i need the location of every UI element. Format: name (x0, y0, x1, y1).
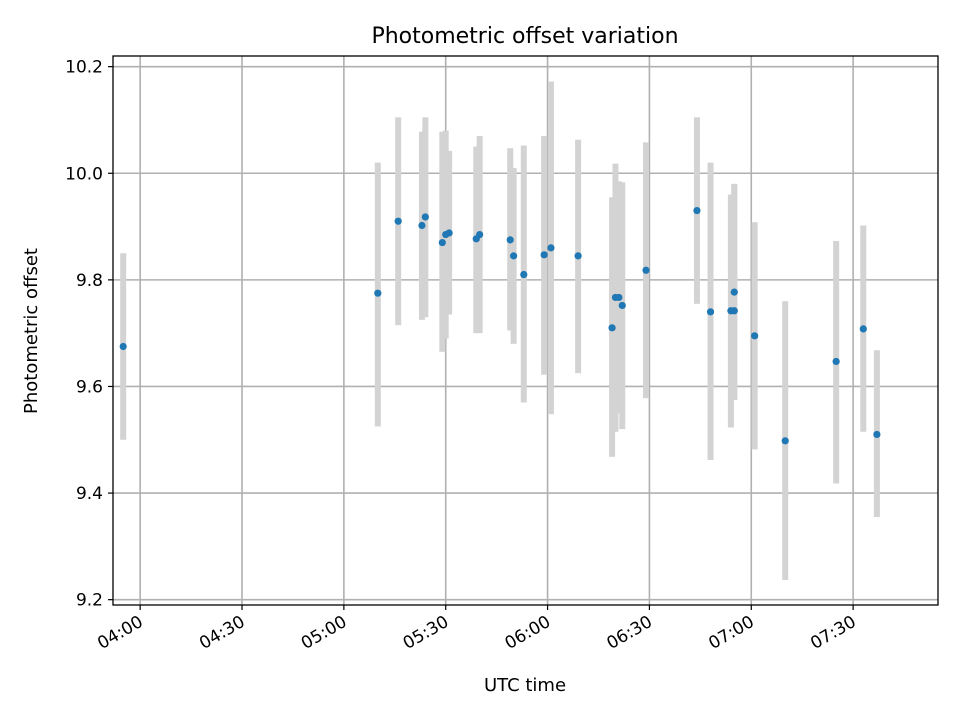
data-point (706, 308, 715, 316)
x-tick-label: 05:00 (298, 612, 350, 654)
data-points (119, 206, 881, 445)
y-tick-label: 9.8 (76, 271, 103, 291)
y-tick-label: 9.2 (76, 591, 103, 611)
data-point (438, 238, 446, 247)
data-point (540, 251, 548, 259)
data-point (642, 266, 650, 274)
x-tick-label: 07:30 (807, 612, 859, 654)
plot-frame (112, 55, 939, 606)
data-point (510, 252, 518, 260)
data-point (445, 229, 453, 237)
chart-title: Photometric offset variation (371, 24, 678, 49)
y-tick-label: 9.4 (76, 484, 103, 504)
data-point (476, 230, 484, 239)
data-point (751, 332, 759, 340)
data-point (618, 301, 626, 310)
x-tick-label: 04:00 (94, 612, 146, 654)
x-tick-label: 06:00 (502, 612, 554, 654)
data-point (547, 244, 555, 252)
data-point (418, 221, 426, 230)
y-tick-label: 10.0 (65, 164, 103, 184)
data-point (574, 252, 582, 260)
x-tick-label: 06:30 (603, 612, 655, 654)
x-tick-label: 07:00 (705, 612, 757, 654)
x-axis-label: UTC time (484, 675, 566, 696)
data-point (730, 288, 738, 296)
y-axis-label: Photometric offset (21, 248, 42, 414)
data-point (506, 236, 514, 244)
data-point (119, 342, 127, 351)
data-point (520, 270, 528, 279)
data-point (730, 307, 738, 315)
data-point (832, 357, 840, 366)
y-tick-label: 9.6 (76, 377, 103, 397)
y-tick-label: 10.2 (65, 58, 103, 78)
data-point (608, 324, 616, 332)
data-point (781, 437, 789, 445)
data-point (421, 213, 429, 221)
data-point (374, 289, 382, 297)
x-tick-label: 05:30 (400, 612, 452, 654)
error-bars (120, 81, 880, 580)
x-tick-label: 04:30 (196, 612, 248, 654)
data-point (873, 430, 881, 439)
data-point (615, 293, 623, 302)
data-point (693, 206, 701, 215)
data-point (394, 217, 402, 225)
axis-ticks: 04:00 04:30 05:00 05:30 06:00 06:30 07:00 07:30… (65, 58, 859, 654)
data-point (859, 325, 867, 333)
